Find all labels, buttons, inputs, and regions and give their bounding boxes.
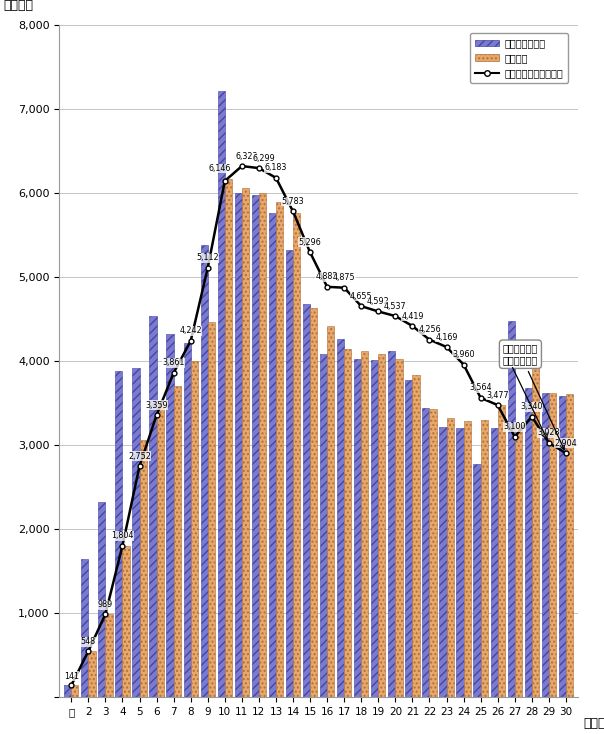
Bar bbox=[396, 360, 402, 697]
Bar bbox=[422, 408, 429, 697]
Text: 4,537: 4,537 bbox=[384, 302, 406, 310]
Bar bbox=[269, 213, 276, 697]
Text: 2,904: 2,904 bbox=[554, 439, 577, 448]
Bar bbox=[388, 351, 396, 697]
Bar bbox=[464, 421, 471, 697]
Bar bbox=[515, 424, 522, 697]
Bar bbox=[71, 686, 79, 697]
Bar bbox=[566, 394, 573, 697]
Bar bbox=[201, 245, 208, 697]
Text: 3,861: 3,861 bbox=[162, 358, 185, 368]
Text: 5,783: 5,783 bbox=[281, 197, 304, 206]
Bar bbox=[208, 321, 215, 697]
Text: 548: 548 bbox=[81, 637, 96, 647]
Bar bbox=[354, 359, 361, 697]
Bar bbox=[320, 354, 327, 697]
Bar bbox=[242, 188, 249, 697]
Bar bbox=[490, 429, 498, 697]
Text: 141: 141 bbox=[64, 672, 79, 680]
Text: 3,960: 3,960 bbox=[452, 350, 475, 359]
Text: 6,323: 6,323 bbox=[236, 152, 259, 161]
Text: 4,655: 4,655 bbox=[350, 291, 373, 301]
Bar bbox=[481, 420, 488, 697]
Text: 4,419: 4,419 bbox=[401, 311, 423, 321]
Y-axis label: （億円）: （億円） bbox=[3, 0, 33, 12]
Text: 4,885: 4,885 bbox=[316, 272, 338, 281]
Bar bbox=[378, 354, 385, 697]
Bar bbox=[337, 339, 344, 697]
Text: 3,564: 3,564 bbox=[469, 383, 492, 393]
Text: 対前年度比、
ﾙﾕ．ﾙ％。: 対前年度比、 ﾙﾕ．ﾙ％。 bbox=[503, 344, 564, 449]
Text: 5,296: 5,296 bbox=[299, 238, 321, 247]
Bar bbox=[235, 193, 242, 697]
Text: 6,146: 6,146 bbox=[208, 164, 231, 173]
Legend: 新規発生滞納額, 整理済額, 滞納整理中のものの額: 新規発生滞納額, 整理済額, 滞納整理中のものの額 bbox=[470, 34, 568, 83]
Bar bbox=[149, 316, 156, 697]
Bar bbox=[474, 464, 481, 697]
Text: 3,359: 3,359 bbox=[146, 401, 168, 410]
Bar bbox=[276, 203, 283, 697]
Bar bbox=[191, 361, 198, 697]
Bar bbox=[327, 326, 334, 697]
Text: 6,299: 6,299 bbox=[252, 153, 275, 163]
Bar bbox=[549, 393, 556, 697]
Text: 4,592: 4,592 bbox=[367, 297, 390, 306]
Text: 2,752: 2,752 bbox=[128, 451, 151, 460]
Bar bbox=[184, 343, 191, 697]
Bar bbox=[405, 380, 413, 697]
Text: 3,477: 3,477 bbox=[486, 390, 509, 399]
Bar bbox=[259, 193, 266, 697]
Bar bbox=[98, 502, 106, 697]
Text: 3,340: 3,340 bbox=[521, 402, 543, 411]
Text: 3,028: 3,028 bbox=[538, 429, 560, 437]
Bar bbox=[498, 405, 505, 697]
Bar bbox=[413, 376, 420, 697]
Bar bbox=[457, 427, 464, 697]
Bar bbox=[532, 366, 539, 697]
X-axis label: （年度）: （年度） bbox=[583, 717, 604, 730]
Bar bbox=[429, 409, 437, 697]
Text: 4,169: 4,169 bbox=[435, 333, 458, 341]
Bar bbox=[371, 360, 378, 697]
Bar bbox=[115, 371, 123, 697]
Bar bbox=[439, 426, 446, 697]
Bar bbox=[88, 651, 95, 697]
Text: 4,242: 4,242 bbox=[179, 327, 202, 335]
Bar bbox=[310, 308, 317, 697]
Bar bbox=[542, 393, 549, 697]
Text: 6,183: 6,183 bbox=[265, 164, 287, 172]
Text: 3,100: 3,100 bbox=[504, 422, 526, 432]
Bar bbox=[225, 179, 232, 697]
Text: 4,256: 4,256 bbox=[418, 325, 441, 334]
Text: 5,112: 5,112 bbox=[196, 253, 219, 262]
Bar bbox=[156, 403, 164, 697]
Text: 4,875: 4,875 bbox=[333, 273, 356, 283]
Bar bbox=[217, 91, 225, 697]
Bar bbox=[344, 349, 352, 697]
Bar bbox=[446, 418, 454, 697]
Bar bbox=[123, 545, 130, 697]
Bar bbox=[293, 214, 300, 697]
Bar bbox=[167, 334, 174, 697]
Bar bbox=[64, 686, 71, 697]
Bar bbox=[81, 559, 88, 697]
Bar bbox=[132, 368, 140, 697]
Bar bbox=[361, 351, 368, 697]
Bar bbox=[106, 614, 112, 697]
Bar bbox=[252, 195, 259, 697]
Bar bbox=[174, 386, 181, 697]
Bar bbox=[303, 304, 310, 697]
Bar bbox=[507, 321, 515, 697]
Bar bbox=[559, 396, 566, 697]
Bar bbox=[286, 250, 293, 697]
Text: 1,804: 1,804 bbox=[111, 531, 133, 540]
Bar bbox=[525, 388, 532, 697]
Text: 989: 989 bbox=[98, 600, 113, 609]
Bar bbox=[140, 440, 147, 697]
